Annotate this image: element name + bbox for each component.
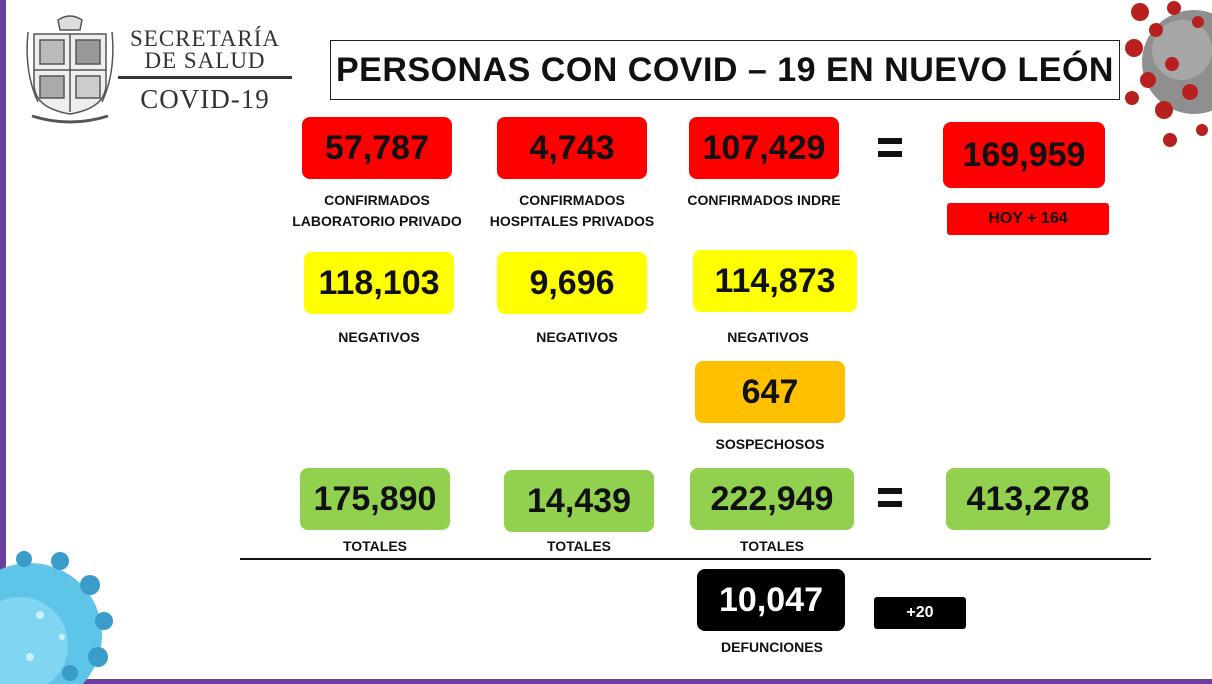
grand-total-value: 413,278 bbox=[946, 468, 1110, 530]
frame-left-border bbox=[0, 0, 6, 684]
confirmed-lab-privado-label: CONFIRMADOS LABORATORIO PRIVADO bbox=[272, 190, 482, 232]
label-line: CONFIRMADOS bbox=[324, 192, 430, 208]
negatives-lab-privado-value: 118,103 bbox=[304, 252, 454, 314]
confirmed-today-badge: HOY + 164 bbox=[947, 203, 1109, 235]
totals-indre-value: 222,949 bbox=[690, 468, 854, 530]
coronavirus-icon bbox=[0, 551, 113, 684]
deaths-today-badge: +20 bbox=[874, 597, 966, 629]
label-line: CONFIRMADOS bbox=[519, 192, 625, 208]
confirmed-indre-label: CONFIRMADOS INDRE bbox=[687, 192, 841, 208]
coronavirus-icon bbox=[1125, 1, 1212, 147]
confirmed-hospitales-privados-label: CONFIRMADOS HOSPITALES PRIVADOS bbox=[472, 190, 672, 232]
org-divider bbox=[118, 76, 292, 79]
confirmed-indre-value: 107,429 bbox=[689, 117, 839, 179]
totals-hospitales-privados-label: TOTALES bbox=[546, 538, 612, 554]
page-title: PERSONAS CON COVID – 19 EN NUEVO LEÓN bbox=[330, 40, 1120, 100]
negatives-hospitales-privados-value: 9,696 bbox=[497, 252, 647, 314]
totals-hospitales-privados-value: 14,439 bbox=[504, 470, 654, 532]
equals-sign bbox=[878, 138, 902, 164]
totals-lab-privado-value: 175,890 bbox=[300, 468, 450, 530]
confirmed-hospitales-privados-value: 4,743 bbox=[497, 117, 647, 179]
negatives-indre-label: NEGATIVOS bbox=[727, 329, 809, 345]
deaths-value: 10,047 bbox=[697, 569, 845, 631]
suspects-label: SOSPECHOSOS bbox=[715, 436, 825, 452]
negatives-indre-value: 114,873 bbox=[693, 250, 857, 312]
totals-indre-label: TOTALES bbox=[739, 538, 805, 554]
totals-lab-privado-label: TOTALES bbox=[342, 538, 408, 554]
org-line-3: COVID-19 bbox=[140, 84, 270, 114]
negatives-hospitales-privados-label: NEGATIVOS bbox=[536, 329, 618, 345]
org-line-1: SECRETARÍA bbox=[130, 26, 280, 51]
nuevo-leon-coat-of-arms-icon bbox=[26, 15, 114, 124]
label-line: LABORATORIO PRIVADO bbox=[292, 213, 462, 229]
deaths-label: DEFUNCIONES bbox=[721, 639, 823, 655]
equals-sign bbox=[878, 488, 902, 514]
org-line-2: DE SALUD bbox=[144, 48, 266, 73]
confirmed-lab-privado-value: 57,787 bbox=[302, 117, 452, 179]
suspects-value: 647 bbox=[695, 361, 845, 423]
negatives-lab-privado-label: NEGATIVOS bbox=[338, 329, 420, 345]
frame-bottom-border bbox=[0, 679, 1212, 684]
organization-name: SECRETARÍA DE SALUD COVID-19 bbox=[118, 26, 292, 114]
divider-line bbox=[240, 558, 1151, 560]
confirmed-total-value: 169,959 bbox=[943, 122, 1105, 188]
label-line: HOSPITALES PRIVADOS bbox=[489, 213, 655, 229]
